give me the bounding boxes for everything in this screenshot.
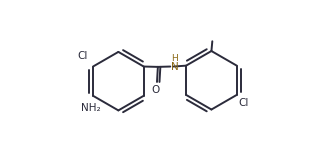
Text: Cl: Cl <box>239 98 249 108</box>
Text: NH₂: NH₂ <box>81 103 100 113</box>
Text: N: N <box>171 62 178 72</box>
Text: Cl: Cl <box>77 51 88 61</box>
Text: H: H <box>171 54 178 63</box>
Text: O: O <box>152 85 160 95</box>
